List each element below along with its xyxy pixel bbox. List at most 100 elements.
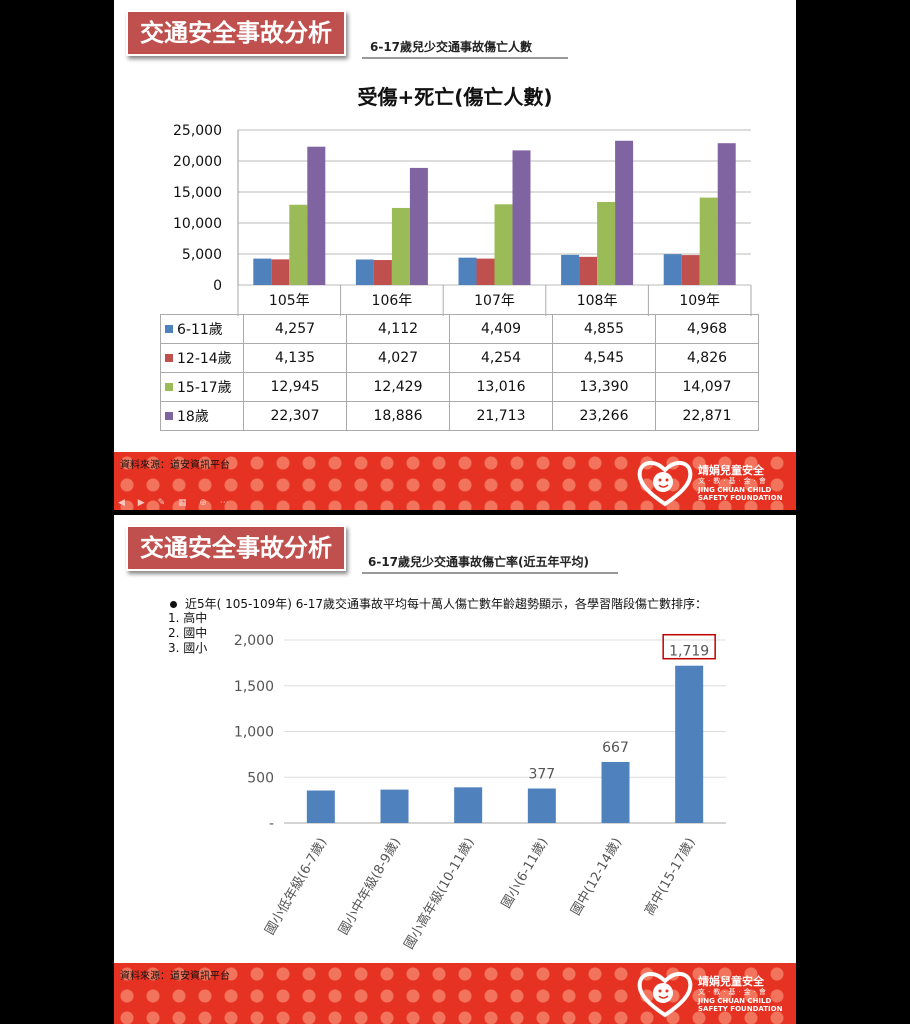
bar [391,207,410,285]
logo-name-en-line2: SAFETY FOUNDATION [698,494,783,502]
x-tick-label: 國小高年級(10-11歲) [401,835,478,952]
table-cell: 21,713 [449,401,553,431]
x-tick-label: 高中(15-17歲) [641,835,698,918]
summary-text: 近5年( 105-109年) 6-17歲交通事故平均每十萬人傷亡數年齡趨勢顯示，… [185,597,708,611]
y-tick-label: 10,000 [173,216,222,232]
ranking-item: 2. 國中 [168,626,208,640]
ranking-item: 1. 高中 [168,611,208,625]
bar [306,790,335,823]
source-note: 資料來源：道安資訊平台 [120,460,230,471]
casualty-bar-chart: 受傷+死亡(傷亡人數) 0 5,000 10,000 15,000 20,000 25,00… [173,85,752,316]
x-tick-label: 106年 [372,293,413,309]
chart-data-table: 6-11歲 4,257 4,112 4,409 4,855 4,968 12-14歲 4,13… [160,314,759,431]
series-name: 18歲 [177,409,209,425]
table-cell: 18,886 [346,401,450,431]
table-cell: 22,871 [655,401,759,431]
footer-bar: 資料來源：道安資訊平台 靖娟兒童安全 文·教·基·金·會 JING CHUAN … [114,963,796,1024]
table-cell: 13,016 [449,372,553,402]
logo-name-zh: 靖娟兒童安全 [698,464,764,477]
data-label: 377 [528,767,555,783]
bar [271,259,290,285]
series-legend-cell: 6-11歲 [160,314,244,344]
bar [454,787,483,823]
table-row: 15-17歲 12,945 12,429 13,016 13,390 14,097 [160,372,759,402]
table-cell: 12,945 [243,372,347,402]
subtitle-underline [362,57,568,59]
bar [373,260,392,285]
bullet-dot-icon [170,601,177,608]
legend-swatch [165,383,173,391]
logo-sub-zh: 文·教·基·金·會 [698,988,769,996]
table-cell: 4,257 [243,314,347,344]
x-tick-label: 國小(6-11歲) [499,836,551,912]
table-cell: 4,855 [552,314,656,344]
bar [307,146,326,285]
heart-logo-icon [637,461,693,507]
bar [579,256,598,285]
x-tick-label: 107年 [474,293,515,309]
bar [458,257,477,285]
table-cell: 12,429 [346,372,450,402]
ranking-item: 3. 國小 [168,641,208,655]
bar [663,254,682,285]
casualty-rate-bar-chart: - 500 1,000 1,500 2,000 國小低年級(6-7歲) 國小中年級(8-9歲… [234,633,726,952]
bar [717,143,736,285]
x-tick-label: 105年 [269,293,310,309]
table-cell: 13,390 [552,372,656,402]
foundation-logo: 靖娟兒童安全 文·教·基·金·會 JING CHUAN CHILD SAFETY… [636,969,786,1018]
table-cell: 4,968 [655,314,759,344]
chart-title: 受傷+死亡(傷亡人數) [357,85,552,109]
legend-swatch [165,354,173,362]
series-legend-cell: 18歲 [160,401,244,431]
series-name: 12-14歲 [177,351,232,367]
bar [476,258,495,285]
x-tick-label: 國小中年級(8-9歲) [336,836,404,938]
bar [527,788,556,823]
table-row: 18歲 22,307 18,886 21,713 23,266 22,871 [160,401,759,431]
logo-name-en: JING CHUAN CHILD SAFETY FOUNDATION [698,486,782,502]
slideshow-nav-controls[interactable]: ◀ ▶ ✎ ▦ ⊕ ⋯ [118,498,234,508]
source-note: 資料來源：道安資訊平台 [120,971,230,982]
bar [615,140,634,285]
series-legend-cell: 15-17歲 [160,372,244,402]
x-tick-label: 109年 [679,293,720,309]
bar [512,150,531,285]
y-tick-label: 20,000 [173,154,222,170]
x-tick-label: 108年 [577,293,618,309]
bar [561,254,580,285]
table-cell: 4,027 [346,343,450,373]
table-cell: 4,254 [449,343,553,373]
data-label: 1,719 [669,644,709,660]
foundation-logo: 靖娟兒童安全 文·教·基·金·會 JING CHUAN CHILD SAFETY… [636,458,786,507]
table-cell: 4,545 [552,343,656,373]
y-tick-label: 25,000 [173,123,222,139]
x-tick-label: 國中(12-14歲) [569,836,625,919]
bar [681,255,700,285]
legend-swatch [165,325,173,333]
y-tick-label: - [269,816,274,832]
logo-name-en-line2: SAFETY FOUNDATION [698,1005,783,1013]
bar [699,197,718,285]
series-name: 15-17歲 [177,380,232,396]
summary-bullet: 近5年( 105-109年) 6-17歲交通事故平均每十萬人傷亡數年齡趨勢顯示，… [170,595,707,612]
logo-name-zh: 靖娟兒童安全 [698,975,764,988]
ranking-list: 1. 高中 2. 國中 3. 國小 [168,611,207,656]
logo-sub-zh: 文·教·基·金·會 [698,477,769,485]
series-legend-cell: 12-14歲 [160,343,244,373]
bar [601,761,630,823]
logo-name-en-line1: JING CHUAN CHILD [698,997,772,1005]
y-tick-label: 5,000 [182,247,222,263]
y-tick-label: 500 [247,770,274,786]
bar [597,201,616,285]
y-tick-label: 15,000 [173,185,222,201]
x-tick-label: 國小低年級(6-7歲) [263,836,331,938]
logo-name-en-line1: JING CHUAN CHILD [698,486,772,494]
table-cell: 23,266 [552,401,656,431]
slide-title: 交通安全事故分析 [126,10,346,56]
series-name: 6-11歲 [177,322,223,338]
slide-title: 交通安全事故分析 [126,525,346,571]
bar [253,258,272,285]
data-label: 667 [602,740,629,756]
table-cell: 14,097 [655,372,759,402]
bar [355,259,374,285]
